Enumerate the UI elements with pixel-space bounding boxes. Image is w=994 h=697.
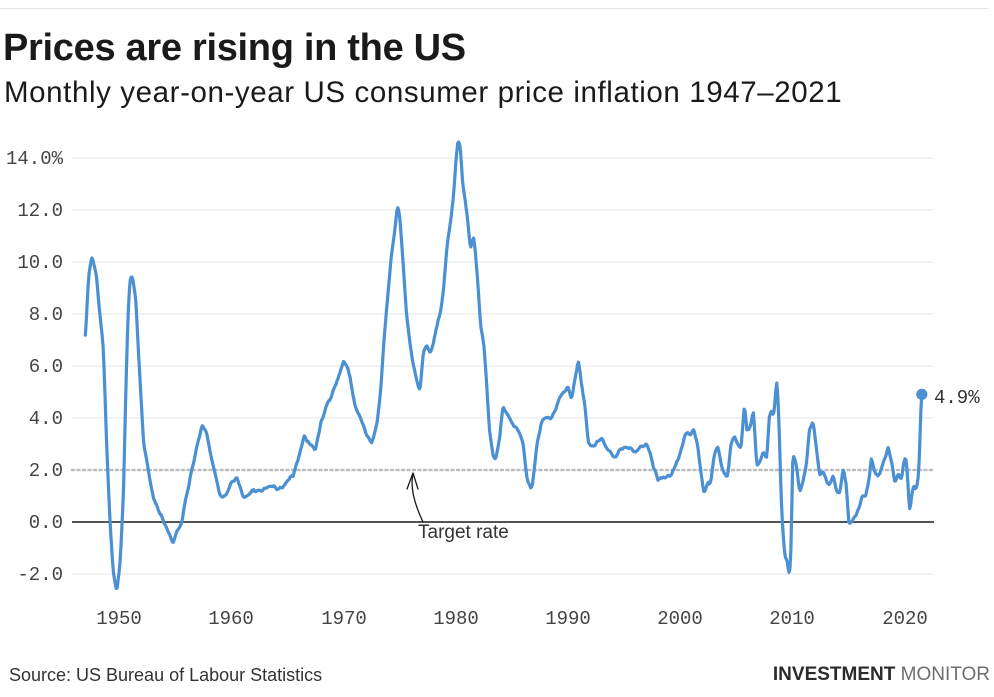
svg-text:2.0: 2.0 [29,460,63,482]
svg-text:2000: 2000 [657,608,703,630]
svg-text:6.0: 6.0 [29,356,63,378]
svg-text:1960: 1960 [208,608,254,630]
svg-text:2010: 2010 [769,608,815,630]
svg-text:0.0: 0.0 [29,512,63,534]
svg-text:12.0: 12.0 [17,200,63,222]
svg-text:1970: 1970 [321,608,367,630]
svg-text:1950: 1950 [96,608,142,630]
svg-text:1980: 1980 [433,608,479,630]
svg-text:10.0: 10.0 [17,252,63,274]
svg-text:-2.0: -2.0 [17,564,63,586]
svg-text:1990: 1990 [545,608,591,630]
svg-text:14.0%: 14.0% [6,148,64,170]
svg-text:Target rate: Target rate [418,522,509,543]
svg-text:2020: 2020 [882,608,928,630]
svg-text:8.0: 8.0 [29,304,63,326]
svg-text:4.9%: 4.9% [934,387,980,409]
svg-text:4.0: 4.0 [29,408,63,430]
